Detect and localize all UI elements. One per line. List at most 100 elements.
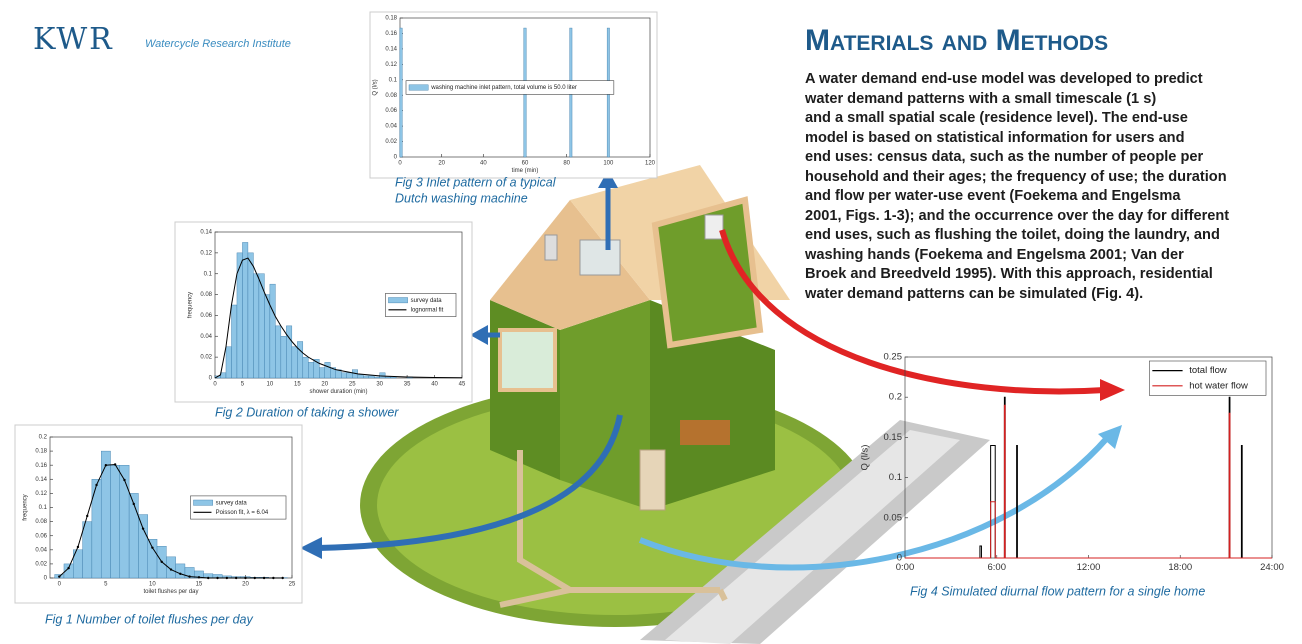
x-axis-label: shower duration (min): [309, 389, 367, 395]
body-line: end uses, such as flushing the toilet, d…: [805, 227, 1220, 243]
line-marker: [225, 576, 229, 580]
chart: 0 0.02 0.04 0.06 0.08 0.1 0.12 0.14 0 5 10 15 20 25 30…: [187, 230, 466, 420]
line-marker: [262, 576, 266, 580]
histogram-bar: [368, 375, 375, 379]
y-axis-label: Q (l/s): [860, 445, 871, 471]
legend-label: Poisson fit, λ = 6.04: [216, 510, 269, 516]
line-marker: [67, 566, 70, 570]
y-tick-label: 0.02: [385, 139, 397, 145]
histogram-bar: [247, 252, 254, 379]
histogram-bar: [242, 242, 249, 379]
x-tick-label: 25: [289, 582, 296, 588]
x-tick-label: 10: [149, 582, 156, 588]
line-marker: [188, 575, 191, 578]
x-tick-label: 5: [241, 382, 245, 388]
line-marker: [197, 576, 201, 579]
legend-swatch: [193, 499, 213, 506]
y-tick-label: 0.08: [35, 519, 47, 525]
y-tick-label: 0.06: [385, 108, 397, 114]
histogram-bar: [379, 372, 386, 379]
body-line: model is based on statistical informatio…: [805, 129, 1185, 146]
histogram-bar: [384, 376, 391, 379]
line-marker: [253, 576, 256, 580]
y-tick-label: 0.06: [200, 313, 212, 319]
figure-caption: Fig 3 Inlet pattern of a typical: [395, 175, 557, 189]
x-tick-label: 30: [376, 382, 383, 388]
figure-caption: Fig 2 Duration of taking a shower: [215, 405, 399, 419]
series-line: [214, 257, 463, 379]
histogram-bar: [110, 465, 121, 579]
x-tick-label: 15: [196, 582, 203, 588]
y-tick-label: 0.16: [385, 31, 397, 37]
histogram-bar: [275, 325, 282, 379]
y-tick-label: 0.1: [204, 271, 213, 277]
legend-box: [405, 80, 615, 95]
line-marker: [95, 483, 98, 487]
x-tick-label: 20: [321, 382, 328, 388]
y-tick-label: 0.1: [889, 472, 902, 483]
histogram-bar: [280, 336, 287, 379]
line-marker: [169, 568, 173, 571]
y-tick-label: 0.2: [889, 392, 902, 403]
line-marker: [123, 478, 126, 482]
chart: 0 0.05 0.1 0.15 0.2 0.25 0:00 6:00 12:00 18:00 24:…: [860, 352, 1284, 599]
line-marker: [272, 576, 275, 580]
histogram-bar: [286, 325, 293, 379]
line-marker: [216, 576, 219, 580]
section-title: Materials and Methods: [805, 24, 1109, 57]
histogram-bar: [100, 450, 111, 579]
y-tick-label: 0.05: [884, 512, 903, 523]
line-marker: [104, 464, 108, 467]
body-line: washing hands (Foekema and Engelsma 2001…: [805, 246, 1184, 263]
body-line: A water demand end-use model was develop…: [805, 71, 1203, 87]
line-marker: [281, 576, 284, 580]
x-tick-label: 40: [431, 382, 438, 388]
line-marker: [86, 514, 89, 518]
body-line: 2001, Figs. 1-3); and the occurrence ove…: [805, 207, 1230, 224]
line-marker: [160, 560, 163, 563]
y-tick-label: 0: [394, 155, 398, 161]
x-tick-label: 25: [349, 382, 356, 388]
line-marker: [151, 546, 154, 549]
histogram-bar: [341, 372, 347, 379]
legend-label: survey data: [216, 500, 248, 506]
y-tick-label: 0.12: [200, 250, 212, 256]
bar: [399, 27, 403, 158]
x-tick-label: 15: [294, 382, 301, 388]
x-axis-label: time (min): [512, 168, 539, 174]
y-tick-label: 0.04: [35, 547, 47, 553]
histogram-bar: [324, 362, 331, 379]
x-tick-label: 6:00: [988, 562, 1007, 573]
body-line: and flow per water-use event (Foekema an…: [805, 188, 1181, 204]
y-tick-label: 0.1: [389, 77, 398, 83]
x-axis-label: toilet flushes per day: [143, 589, 198, 595]
y-tick-label: 0.18: [35, 449, 47, 455]
histogram-bar: [225, 346, 232, 379]
line-marker: [244, 576, 247, 580]
x-tick-label: 10: [267, 382, 274, 388]
x-tick-label: 24:00: [1260, 562, 1284, 573]
histogram-bar: [138, 514, 148, 579]
section-body: A water demand end-use model was develop…: [805, 70, 1229, 304]
legend-label: hot water flow: [1189, 380, 1248, 391]
line-marker: [207, 576, 210, 580]
line-marker: [58, 575, 61, 578]
legend-box: [1149, 360, 1267, 396]
x-tick-label: 20: [242, 582, 249, 588]
x-tick-label: 60: [522, 161, 529, 167]
x-tick-label: 80: [563, 161, 570, 167]
x-tick-label: 0: [398, 161, 402, 167]
x-tick-label: 12:00: [1077, 562, 1101, 573]
y-tick-label: 0.02: [200, 355, 212, 361]
y-tick-label: 0: [44, 576, 48, 582]
histogram-bar: [253, 273, 260, 379]
line-marker: [76, 545, 80, 549]
y-tick-label: 0.04: [200, 334, 212, 340]
y-tick-label: 0.14: [35, 477, 47, 483]
y-tick-label: 0.04: [385, 124, 397, 130]
y-tick-label: 0.1: [39, 505, 48, 511]
histogram-bar: [119, 465, 130, 579]
x-tick-label: 40: [480, 161, 487, 167]
